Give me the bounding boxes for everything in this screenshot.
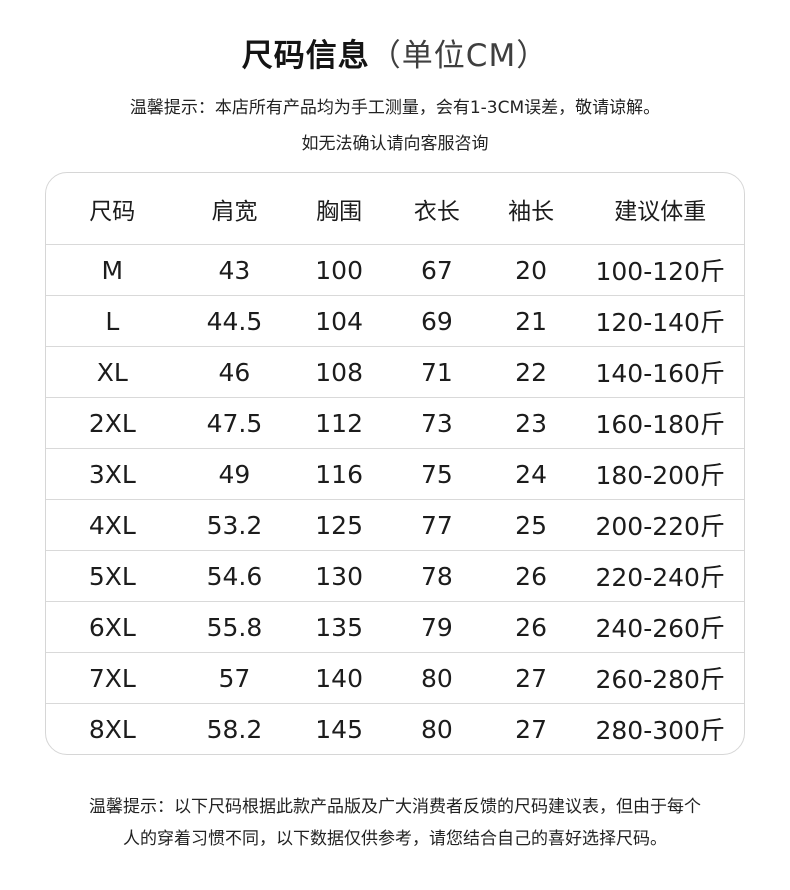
size-value-cell: 77 <box>388 499 486 551</box>
table-row: 2XL 47.5 112 73 23 160-180斤 <box>46 397 744 449</box>
size-value-cell: 69 <box>388 295 486 347</box>
size-value-cell: 112 <box>290 397 388 449</box>
size-value-cell: 22 <box>485 346 577 398</box>
table-header-row: 尺码 肩宽 胸围 衣长 袖长 建议体重 <box>46 173 744 245</box>
measure-notice: 温馨提示：本店所有产品均为手工测量，会有1-3CM误差，敬请谅解。 如无法确认请… <box>0 90 790 162</box>
size-value-cell: 220-240斤 <box>576 550 744 602</box>
size-value-cell: 21 <box>485 295 577 347</box>
size-value-cell: 26 <box>485 601 577 653</box>
size-value-cell: 120-140斤 <box>576 295 744 347</box>
table-row: L 44.5 104 69 21 120-140斤 <box>46 295 744 347</box>
size-value-cell: 27 <box>485 703 577 754</box>
size-value-cell: 135 <box>290 601 388 653</box>
size-value-cell: 27 <box>485 652 577 704</box>
size-label-cell: M <box>101 255 124 285</box>
header-cell-chest: 胸围 <box>290 173 388 245</box>
table-row: 4XL 53.2 125 77 25 200-220斤 <box>46 499 744 551</box>
table-row: 3XL 49 116 75 24 180-200斤 <box>46 448 744 500</box>
size-value-cell: 44.5 <box>178 295 291 347</box>
size-value-cell: 78 <box>388 550 486 602</box>
size-value-cell: 160-180斤 <box>576 397 744 449</box>
table-row: 5XL 54.6 130 78 26 220-240斤 <box>46 550 744 602</box>
size-value-cell: 79 <box>388 601 486 653</box>
size-value-cell: 145 <box>290 703 388 754</box>
size-label-cell: XL <box>46 346 179 398</box>
size-value-cell: 104 <box>290 295 388 347</box>
table-row: 8XL 58.2 145 80 27 280-300斤 <box>46 703 744 754</box>
header-cell-shoulder: 肩宽 <box>178 173 291 245</box>
table-row: XL 46 108 71 22 140-160斤 <box>46 346 744 398</box>
size-value-cell: 54.6 <box>178 550 291 602</box>
footer-note-line1: 温馨提示：以下尺码根据此款产品版及广大消费者反馈的尺码建议表，但由于每个 <box>89 797 701 817</box>
measure-notice-line2: 如无法确认请向客服咨询 <box>301 134 489 154</box>
size-value-cell: 130 <box>290 550 388 602</box>
size-value-cell: 140-160斤 <box>576 346 744 398</box>
size-value-cell: 108 <box>290 346 388 398</box>
table-row: 6XL 55.8 135 79 26 240-260斤 <box>46 601 744 653</box>
header-cell-size: 尺码 <box>46 173 179 245</box>
page-title-unit: （单位CM） <box>369 38 549 74</box>
size-value-cell: 67 <box>420 255 453 285</box>
header-cell-sleeve: 袖长 <box>485 173 577 245</box>
size-table-card: 尺码 肩宽 胸围 衣长 袖长 建议体重 M 43 100 67 20 100-120斤 L 4… <box>45 172 745 755</box>
size-value-cell: 57 <box>178 652 291 704</box>
size-value-cell: 75 <box>388 448 486 500</box>
size-value-cell: 53.2 <box>178 499 291 551</box>
table-row: 7XL 57 140 80 27 260-280斤 <box>46 652 744 704</box>
size-value-cell: 80 <box>388 652 486 704</box>
size-label-cell: 3XL <box>46 448 179 500</box>
size-value-cell: 240-260斤 <box>576 601 744 653</box>
size-label-cell: 4XL <box>46 499 179 551</box>
size-value-cell: 73 <box>388 397 486 449</box>
size-label-cell: 8XL <box>46 703 179 754</box>
size-value-cell: 80 <box>388 703 486 754</box>
size-value-cell: 100-120斤 <box>595 257 725 286</box>
size-value-cell: 58.2 <box>178 703 291 754</box>
table-row: M 43 100 67 20 100-120斤 <box>46 245 744 296</box>
footer-note-line2: 人的穿着习惯不同，以下数据仅供参考，请您结合自己的喜好选择尺码。 <box>123 829 667 849</box>
size-value-cell: 140 <box>290 652 388 704</box>
size-label-cell: 2XL <box>46 397 179 449</box>
header-cell-length: 衣长 <box>388 173 486 245</box>
size-value-cell: 49 <box>178 448 291 500</box>
size-value-cell: 260-280斤 <box>576 652 744 704</box>
size-value-cell: 43 <box>218 255 251 285</box>
size-value-cell: 23 <box>485 397 577 449</box>
size-value-cell: 200-220斤 <box>576 499 744 551</box>
size-value-cell: 25 <box>485 499 577 551</box>
size-value-cell: 47.5 <box>178 397 291 449</box>
size-label-cell: 6XL <box>46 601 179 653</box>
size-value-cell: 20 <box>515 255 547 285</box>
footer-note: 温馨提示：以下尺码根据此款产品版及广大消费者反馈的尺码建议表，但由于每个 人的穿… <box>55 791 735 855</box>
size-value-cell: 55.8 <box>178 601 291 653</box>
size-value-cell: 46 <box>178 346 291 398</box>
size-label-cell: 7XL <box>46 652 179 704</box>
size-table-body: M 43 100 67 20 100-120斤 L 44.5 104 69 21 120-140斤 XL… <box>46 245 744 754</box>
header-cell-weight: 建议体重 <box>576 173 744 245</box>
size-table: 尺码 肩宽 胸围 衣长 袖长 建议体重 M 43 100 67 20 100-120斤 L 4… <box>46 173 744 754</box>
measure-notice-line1: 温馨提示：本店所有产品均为手工测量，会有1-3CM误差，敬请谅解。 <box>129 98 661 118</box>
size-value-cell: 26 <box>485 550 577 602</box>
page-title-text: 尺码信息 <box>241 38 370 74</box>
size-value-cell: 100 <box>315 255 363 285</box>
size-value-cell: 24 <box>485 448 577 500</box>
size-value-cell: 125 <box>290 499 388 551</box>
size-value-cell: 280-300斤 <box>576 703 744 754</box>
size-value-cell: 180-200斤 <box>576 448 744 500</box>
page-title: 尺码信息（单位CM） <box>0 36 790 76</box>
size-label-cell: L <box>46 295 179 347</box>
size-value-cell: 116 <box>290 448 388 500</box>
size-label-cell: 5XL <box>46 550 179 602</box>
size-value-cell: 71 <box>388 346 486 398</box>
